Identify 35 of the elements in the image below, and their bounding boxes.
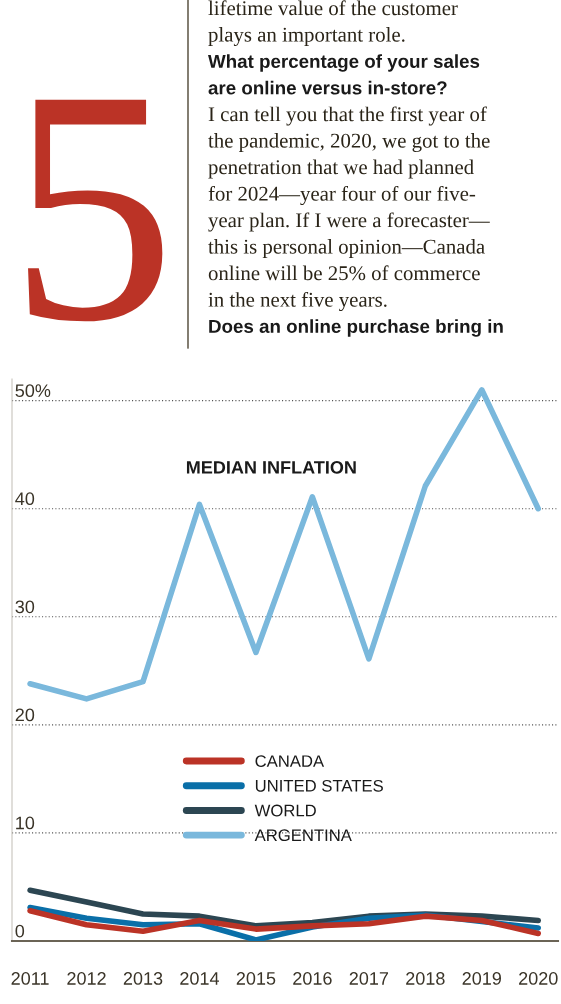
y-tick-label: 0 (15, 924, 25, 938)
legend-label: CANADA (255, 755, 325, 768)
y-tick-label: 40 (15, 492, 35, 506)
x-tick-label: 2018 (406, 972, 445, 985)
text: MEDIAN INFLATION (186, 460, 356, 474)
text: plays an important role. (208, 27, 405, 46)
text: this is personal opinion—Canada (208, 239, 485, 258)
y-tick-label: 50% (15, 384, 51, 398)
text: 5 (28, 99, 163, 322)
text: lifetime value of the customer (208, 0, 458, 16)
text: the pandemic, 2020, we got to the (208, 133, 490, 152)
x-tick-label: 2016 (293, 972, 332, 985)
x-tick-label: 2019 (462, 972, 501, 985)
x-tick-label: 2020 (519, 972, 558, 985)
text: penetration that we had planned (208, 159, 474, 179)
text: year plan. If I were a forecaster— (208, 212, 490, 232)
text: What percentage of your sales (208, 54, 480, 72)
x-tick-label: 2012 (67, 972, 106, 985)
x-tick-label: 2017 (349, 972, 389, 985)
y-tick-label: 10 (16, 816, 35, 830)
legend-label: ARGENTINA (254, 829, 352, 842)
text: Does an online purchase bring in (209, 319, 503, 337)
text: for 2024—year four of our five- (208, 185, 476, 206)
text: I can tell you that the first year of (208, 106, 487, 126)
y-tick-label: 30 (15, 600, 35, 614)
legend-label: WORLD (254, 804, 316, 817)
x-tick-label: 2011 (11, 972, 49, 985)
x-tick-label: 2014 (180, 972, 220, 985)
text: are online versus in-store? (208, 80, 447, 95)
text: in the next five years. (208, 291, 387, 312)
text: online will be 25% of commerce (208, 265, 480, 281)
y-tick-label: 20 (15, 708, 35, 722)
x-tick-label: 2015 (236, 972, 276, 985)
legend-label: UNITED STATES (255, 779, 383, 792)
x-tick-label: 2013 (123, 972, 163, 985)
